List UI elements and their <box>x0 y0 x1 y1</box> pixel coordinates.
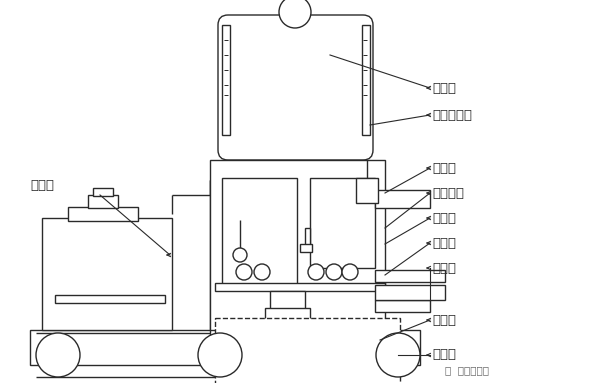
Circle shape <box>308 264 324 280</box>
Text: 值  什么值得买: 值 什么值得买 <box>445 365 489 375</box>
Circle shape <box>254 264 270 280</box>
Text: 进水口: 进水口 <box>432 162 456 175</box>
FancyBboxPatch shape <box>218 15 373 160</box>
Text: 出水口: 出水口 <box>432 262 456 275</box>
Bar <box>55 295 165 303</box>
Bar <box>265 308 310 320</box>
Bar <box>93 188 113 196</box>
Bar <box>42 218 172 330</box>
Bar <box>300 244 312 252</box>
Text: 煮饭器: 煮饭器 <box>432 314 456 326</box>
Circle shape <box>326 264 342 280</box>
Text: 机械手: 机械手 <box>30 178 54 192</box>
Bar <box>215 283 385 291</box>
Circle shape <box>36 333 80 377</box>
Circle shape <box>233 248 247 262</box>
Circle shape <box>342 264 358 280</box>
Bar <box>362 25 370 135</box>
Text: 淘米机构: 淘米机构 <box>432 187 464 200</box>
Text: 储米器: 储米器 <box>432 82 456 95</box>
Bar <box>310 178 375 268</box>
Circle shape <box>376 333 420 377</box>
Bar <box>215 318 400 383</box>
Bar <box>356 178 378 203</box>
Bar <box>268 320 306 330</box>
Bar <box>88 195 118 208</box>
Text: 电磁阀: 电磁阀 <box>432 236 456 249</box>
Text: 传送带: 传送带 <box>432 349 456 362</box>
Bar <box>375 285 445 300</box>
Circle shape <box>236 264 252 280</box>
Bar <box>222 178 297 288</box>
Bar <box>68 207 138 221</box>
Bar <box>305 228 310 246</box>
Bar <box>210 180 250 360</box>
Circle shape <box>198 333 242 377</box>
Bar <box>210 160 385 330</box>
Bar <box>375 190 430 208</box>
Circle shape <box>279 0 311 28</box>
Bar <box>30 330 420 365</box>
Bar <box>270 291 305 309</box>
Bar <box>375 300 430 312</box>
Text: 滤水膜: 滤水膜 <box>432 211 456 224</box>
Bar <box>375 270 445 282</box>
Text: 压力传感器: 压力传感器 <box>432 108 472 121</box>
Bar <box>222 25 230 135</box>
